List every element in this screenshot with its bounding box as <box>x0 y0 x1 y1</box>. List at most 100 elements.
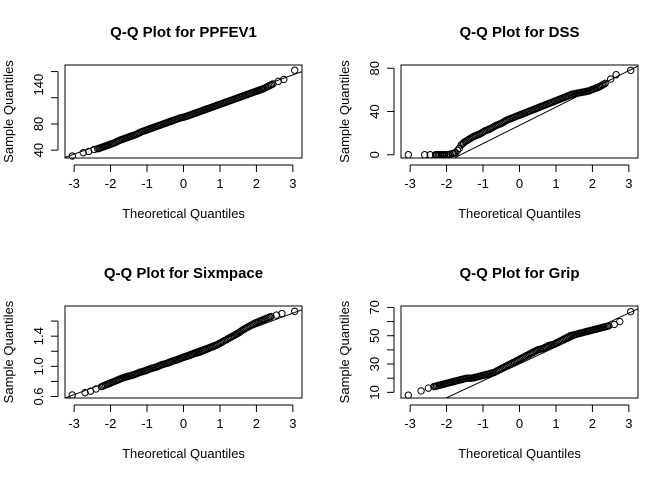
plot-frame <box>400 64 639 159</box>
qq-points <box>68 66 299 160</box>
y-axis-label: Sample Quantiles <box>337 300 352 403</box>
x-tick-label: 0 <box>180 176 187 191</box>
data-point <box>605 322 613 330</box>
x-axis: -3 -2 -1 0 1 2 3 <box>404 404 633 431</box>
data-point <box>68 391 76 399</box>
qq-points <box>404 66 635 159</box>
y-axis: 10 30 50 70 <box>367 300 395 400</box>
x-tick-label: -2 <box>441 176 453 191</box>
x-tick-label: 3 <box>625 416 632 431</box>
x-tick-label: 3 <box>289 176 296 191</box>
qq-panel-1: Q-Q Plot for PPFEV1 -3 -2 -1 0 1 2 3 Theoretical… <box>1 24 303 221</box>
data-point <box>291 307 299 315</box>
x-tick-label: -2 <box>105 176 117 191</box>
data-point <box>404 391 412 399</box>
data-point <box>267 312 275 321</box>
y-tick-label: 70 <box>367 300 382 314</box>
qq-panel-2: Q-Q Plot for DSS -3 -2 -1 0 1 2 3 Theoretical Qu… <box>337 24 639 221</box>
y-axis: 0 40 80 <box>367 61 395 158</box>
y-tick-label: 1.4 <box>31 327 46 345</box>
x-tick-label: -2 <box>105 416 117 431</box>
y-axis: 40 80 140 <box>31 71 59 157</box>
qq-panel-3: Q-Q Plot for Sixmpace -3 -2 -1 0 1 2 3 Theoretic… <box>1 265 303 461</box>
x-tick-label: -1 <box>477 176 489 191</box>
data-point <box>451 148 460 157</box>
x-tick-label: 2 <box>589 416 596 431</box>
x-tick-label: 3 <box>625 176 632 191</box>
x-tick-label: 2 <box>589 176 596 191</box>
data-point <box>627 66 635 75</box>
y-tick-label: 80 <box>31 117 46 131</box>
data-point <box>453 146 462 155</box>
x-axis: -3 -2 -1 0 1 2 3 <box>404 164 633 191</box>
data-point <box>606 75 615 83</box>
plot-frame <box>64 64 303 159</box>
data-point <box>612 71 620 79</box>
data-point <box>404 151 412 159</box>
x-axis-label: Theoretical Quantiles <box>122 446 245 461</box>
x-tick-label: 2 <box>253 416 260 431</box>
x-tick-label: -3 <box>404 176 416 191</box>
x-tick-label: 1 <box>552 416 559 431</box>
data-point <box>600 80 608 88</box>
x-tick-label: 1 <box>216 416 223 431</box>
data-point <box>81 389 89 397</box>
chart-title: Q-Q Plot for PPFEV1 <box>110 24 257 41</box>
x-tick-label: -1 <box>141 416 153 431</box>
x-tick-label: -1 <box>477 416 489 431</box>
y-tick-label: 0 <box>367 151 382 158</box>
x-tick-label: -3 <box>404 416 416 431</box>
x-tick-label: -3 <box>68 176 80 191</box>
qq-panel-4: Q-Q Plot for Grip -3 -2 -1 0 1 2 3 Theoretical Q… <box>337 265 639 461</box>
y-tick-label: 0.6 <box>31 387 46 405</box>
x-tick-label: -2 <box>441 416 453 431</box>
data-point <box>616 317 624 326</box>
qq-points <box>404 307 635 399</box>
chart-title: Q-Q Plot for Grip <box>460 265 580 282</box>
data-point <box>421 151 429 159</box>
data-point <box>278 309 286 318</box>
data-point <box>424 384 433 392</box>
data-point <box>627 307 635 316</box>
y-tick-label: 10 <box>367 385 382 399</box>
x-tick-label: 0 <box>516 176 523 191</box>
y-axis-label: Sample Quantiles <box>1 300 16 403</box>
x-tick-label: 2 <box>253 176 260 191</box>
y-tick-label: 40 <box>31 143 46 157</box>
x-axis-label: Theoretical Quantiles <box>458 206 581 221</box>
qq-points <box>68 307 299 399</box>
y-axis: 0.6 1.0 1.4 <box>31 320 59 406</box>
y-tick-label: 40 <box>367 104 382 118</box>
y-tick-label: 50 <box>367 328 382 342</box>
x-axis-label: Theoretical Quantiles <box>458 446 581 461</box>
y-tick-label: 80 <box>367 61 382 75</box>
data-point <box>68 152 76 160</box>
x-axis-label: Theoretical Quantiles <box>122 206 245 221</box>
x-tick-label: -1 <box>141 176 153 191</box>
x-axis: -3 -2 -1 0 1 2 3 <box>68 164 297 191</box>
y-tick-label: 30 <box>367 357 382 371</box>
x-axis: -3 -2 -1 0 1 2 3 <box>68 404 297 431</box>
data-point <box>79 149 87 157</box>
data-point <box>280 75 288 84</box>
chart-title: Q-Q Plot for Sixmpace <box>104 265 263 282</box>
y-axis-label: Sample Quantiles <box>337 60 352 163</box>
x-tick-label: 1 <box>552 176 559 191</box>
data-point <box>417 387 425 395</box>
plot-frame <box>64 305 303 399</box>
data-point <box>272 311 281 319</box>
qq-reference-line <box>453 65 638 158</box>
x-tick-label: 0 <box>180 416 187 431</box>
x-tick-label: 3 <box>289 416 296 431</box>
y-tick-label: 140 <box>31 74 46 96</box>
x-tick-label: 1 <box>216 176 223 191</box>
chart-title: Q-Q Plot for DSS <box>460 24 580 41</box>
y-axis-label: Sample Quantiles <box>1 60 16 163</box>
x-tick-label: -3 <box>68 416 80 431</box>
x-tick-label: 0 <box>516 416 523 431</box>
plot-frame <box>400 305 639 399</box>
data-point <box>291 66 299 74</box>
y-tick-label: 1.0 <box>31 357 46 375</box>
data-point <box>601 79 609 88</box>
